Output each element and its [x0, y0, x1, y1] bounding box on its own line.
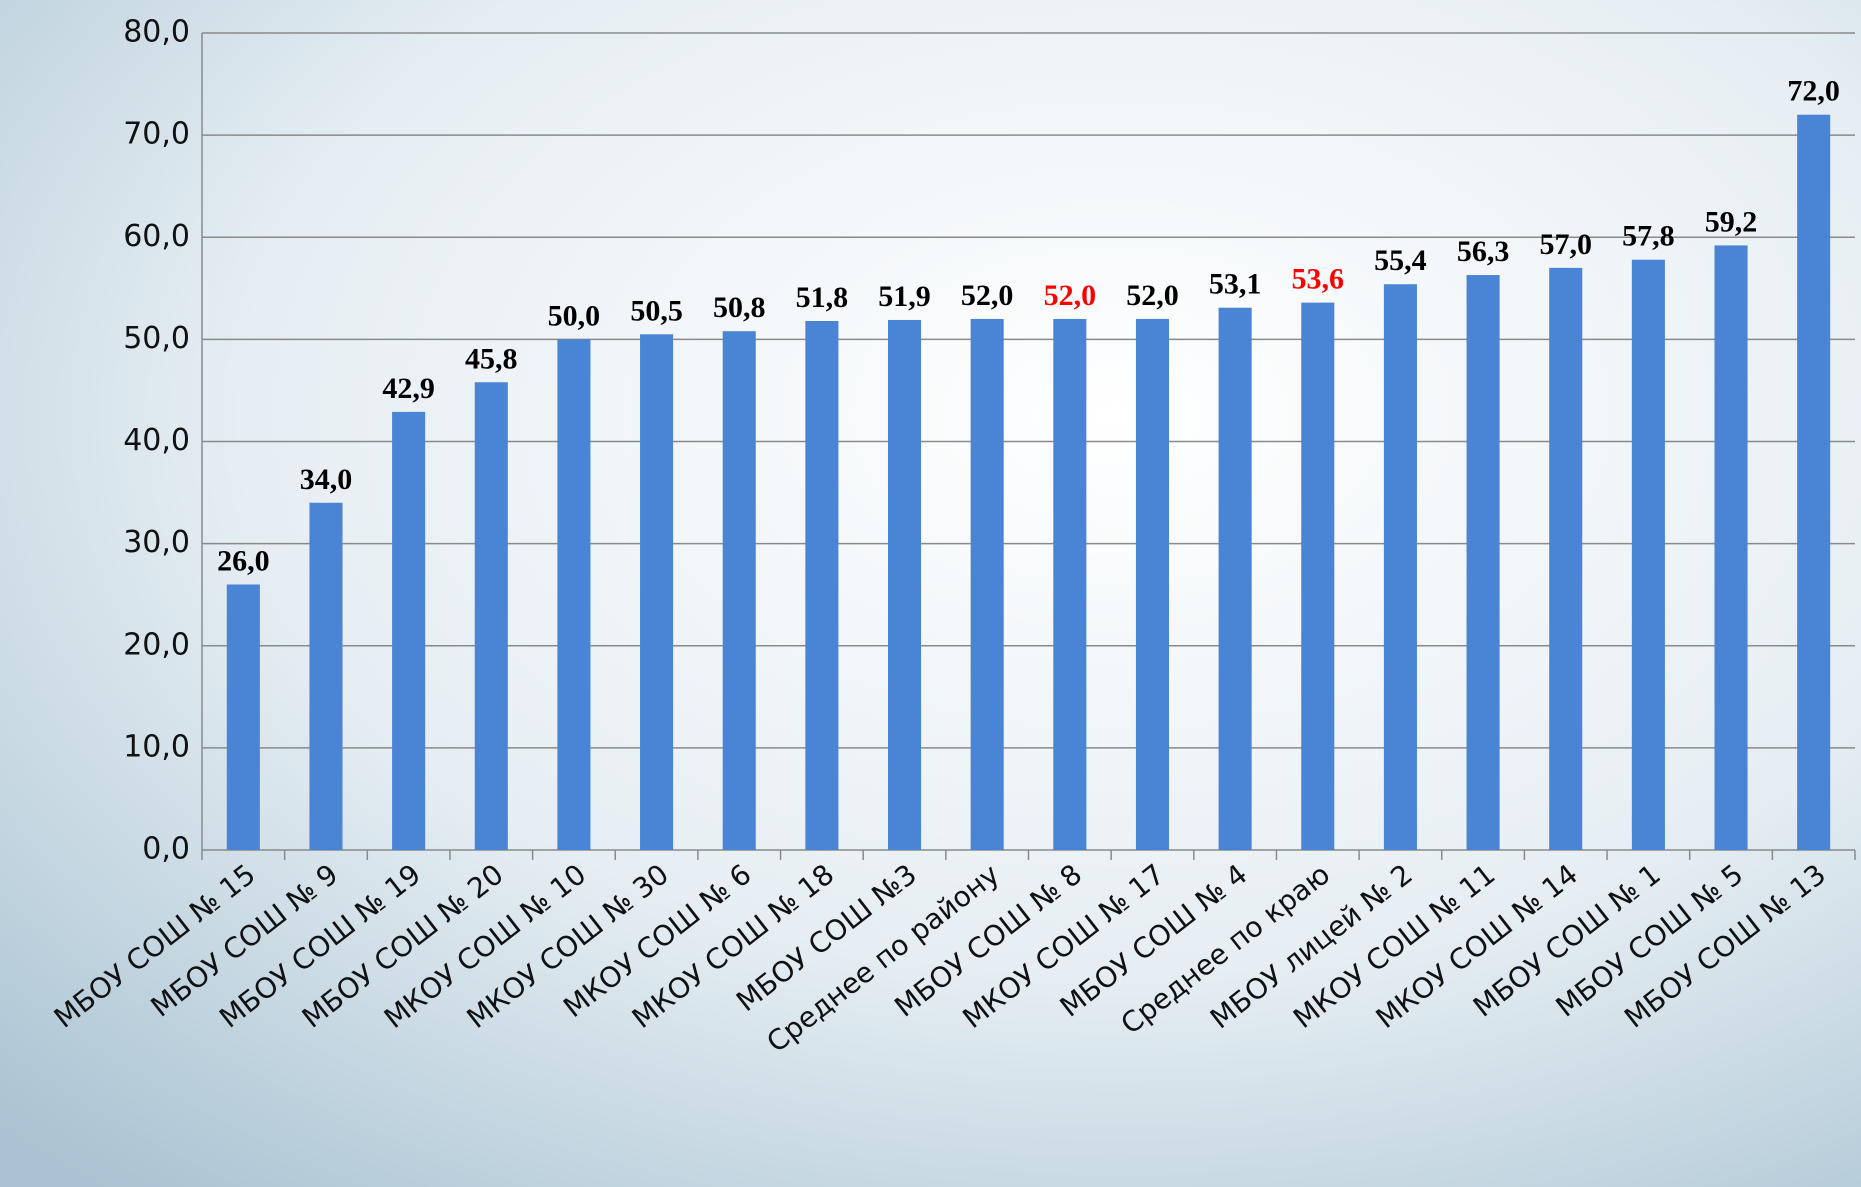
value-label: 51,8: [796, 281, 849, 314]
value-label: 59,2: [1705, 205, 1758, 238]
y-tick-label: 20,0: [123, 627, 190, 662]
value-label: 56,3: [1457, 235, 1510, 268]
value-label: 34,0: [300, 463, 353, 496]
value-label: 42,9: [382, 372, 435, 405]
value-label: 45,8: [465, 342, 518, 375]
bar: [1053, 318, 1087, 850]
value-label: 52,0: [1126, 279, 1179, 312]
value-label: 52,0: [1044, 279, 1097, 312]
bar: [970, 318, 1004, 850]
value-label: 52,0: [961, 279, 1014, 312]
bar: [1466, 275, 1500, 850]
y-tick-label: 40,0: [123, 423, 190, 458]
value-label: 57,0: [1539, 228, 1592, 261]
y-tick-label: 0,0: [142, 832, 190, 867]
value-label: 50,5: [630, 294, 683, 327]
value-label: 53,6: [1292, 263, 1345, 296]
y-tick-label: 80,0: [123, 15, 190, 50]
bar: [722, 331, 756, 851]
bar: [392, 411, 426, 850]
value-label: 55,4: [1374, 244, 1427, 277]
bar: [1218, 307, 1252, 850]
bar: [1383, 284, 1417, 850]
bar: [557, 339, 591, 850]
value-label: 50,0: [548, 299, 601, 332]
y-tick-label: 30,0: [123, 525, 190, 560]
y-tick-label: 60,0: [123, 219, 190, 254]
bar: [1631, 259, 1665, 850]
value-label: 50,8: [713, 291, 766, 324]
value-label: 72,0: [1787, 75, 1840, 108]
y-tick-label: 70,0: [123, 117, 190, 152]
bar: [1301, 302, 1335, 850]
bar: [1714, 245, 1748, 851]
value-label: 57,8: [1622, 220, 1675, 253]
y-tick-label: 50,0: [123, 321, 190, 356]
bar: [226, 584, 260, 850]
bar: [640, 334, 674, 850]
y-tick-label: 10,0: [123, 729, 190, 764]
bar: [309, 502, 343, 850]
value-label: 51,9: [878, 280, 931, 313]
bar: [1549, 267, 1583, 850]
value-label: 26,0: [217, 544, 270, 577]
bar: [1135, 318, 1170, 850]
bar: [474, 382, 508, 850]
bar: [887, 319, 922, 850]
value-label: 53,1: [1209, 268, 1262, 301]
bar: [805, 320, 839, 850]
bar: [1797, 114, 1831, 850]
